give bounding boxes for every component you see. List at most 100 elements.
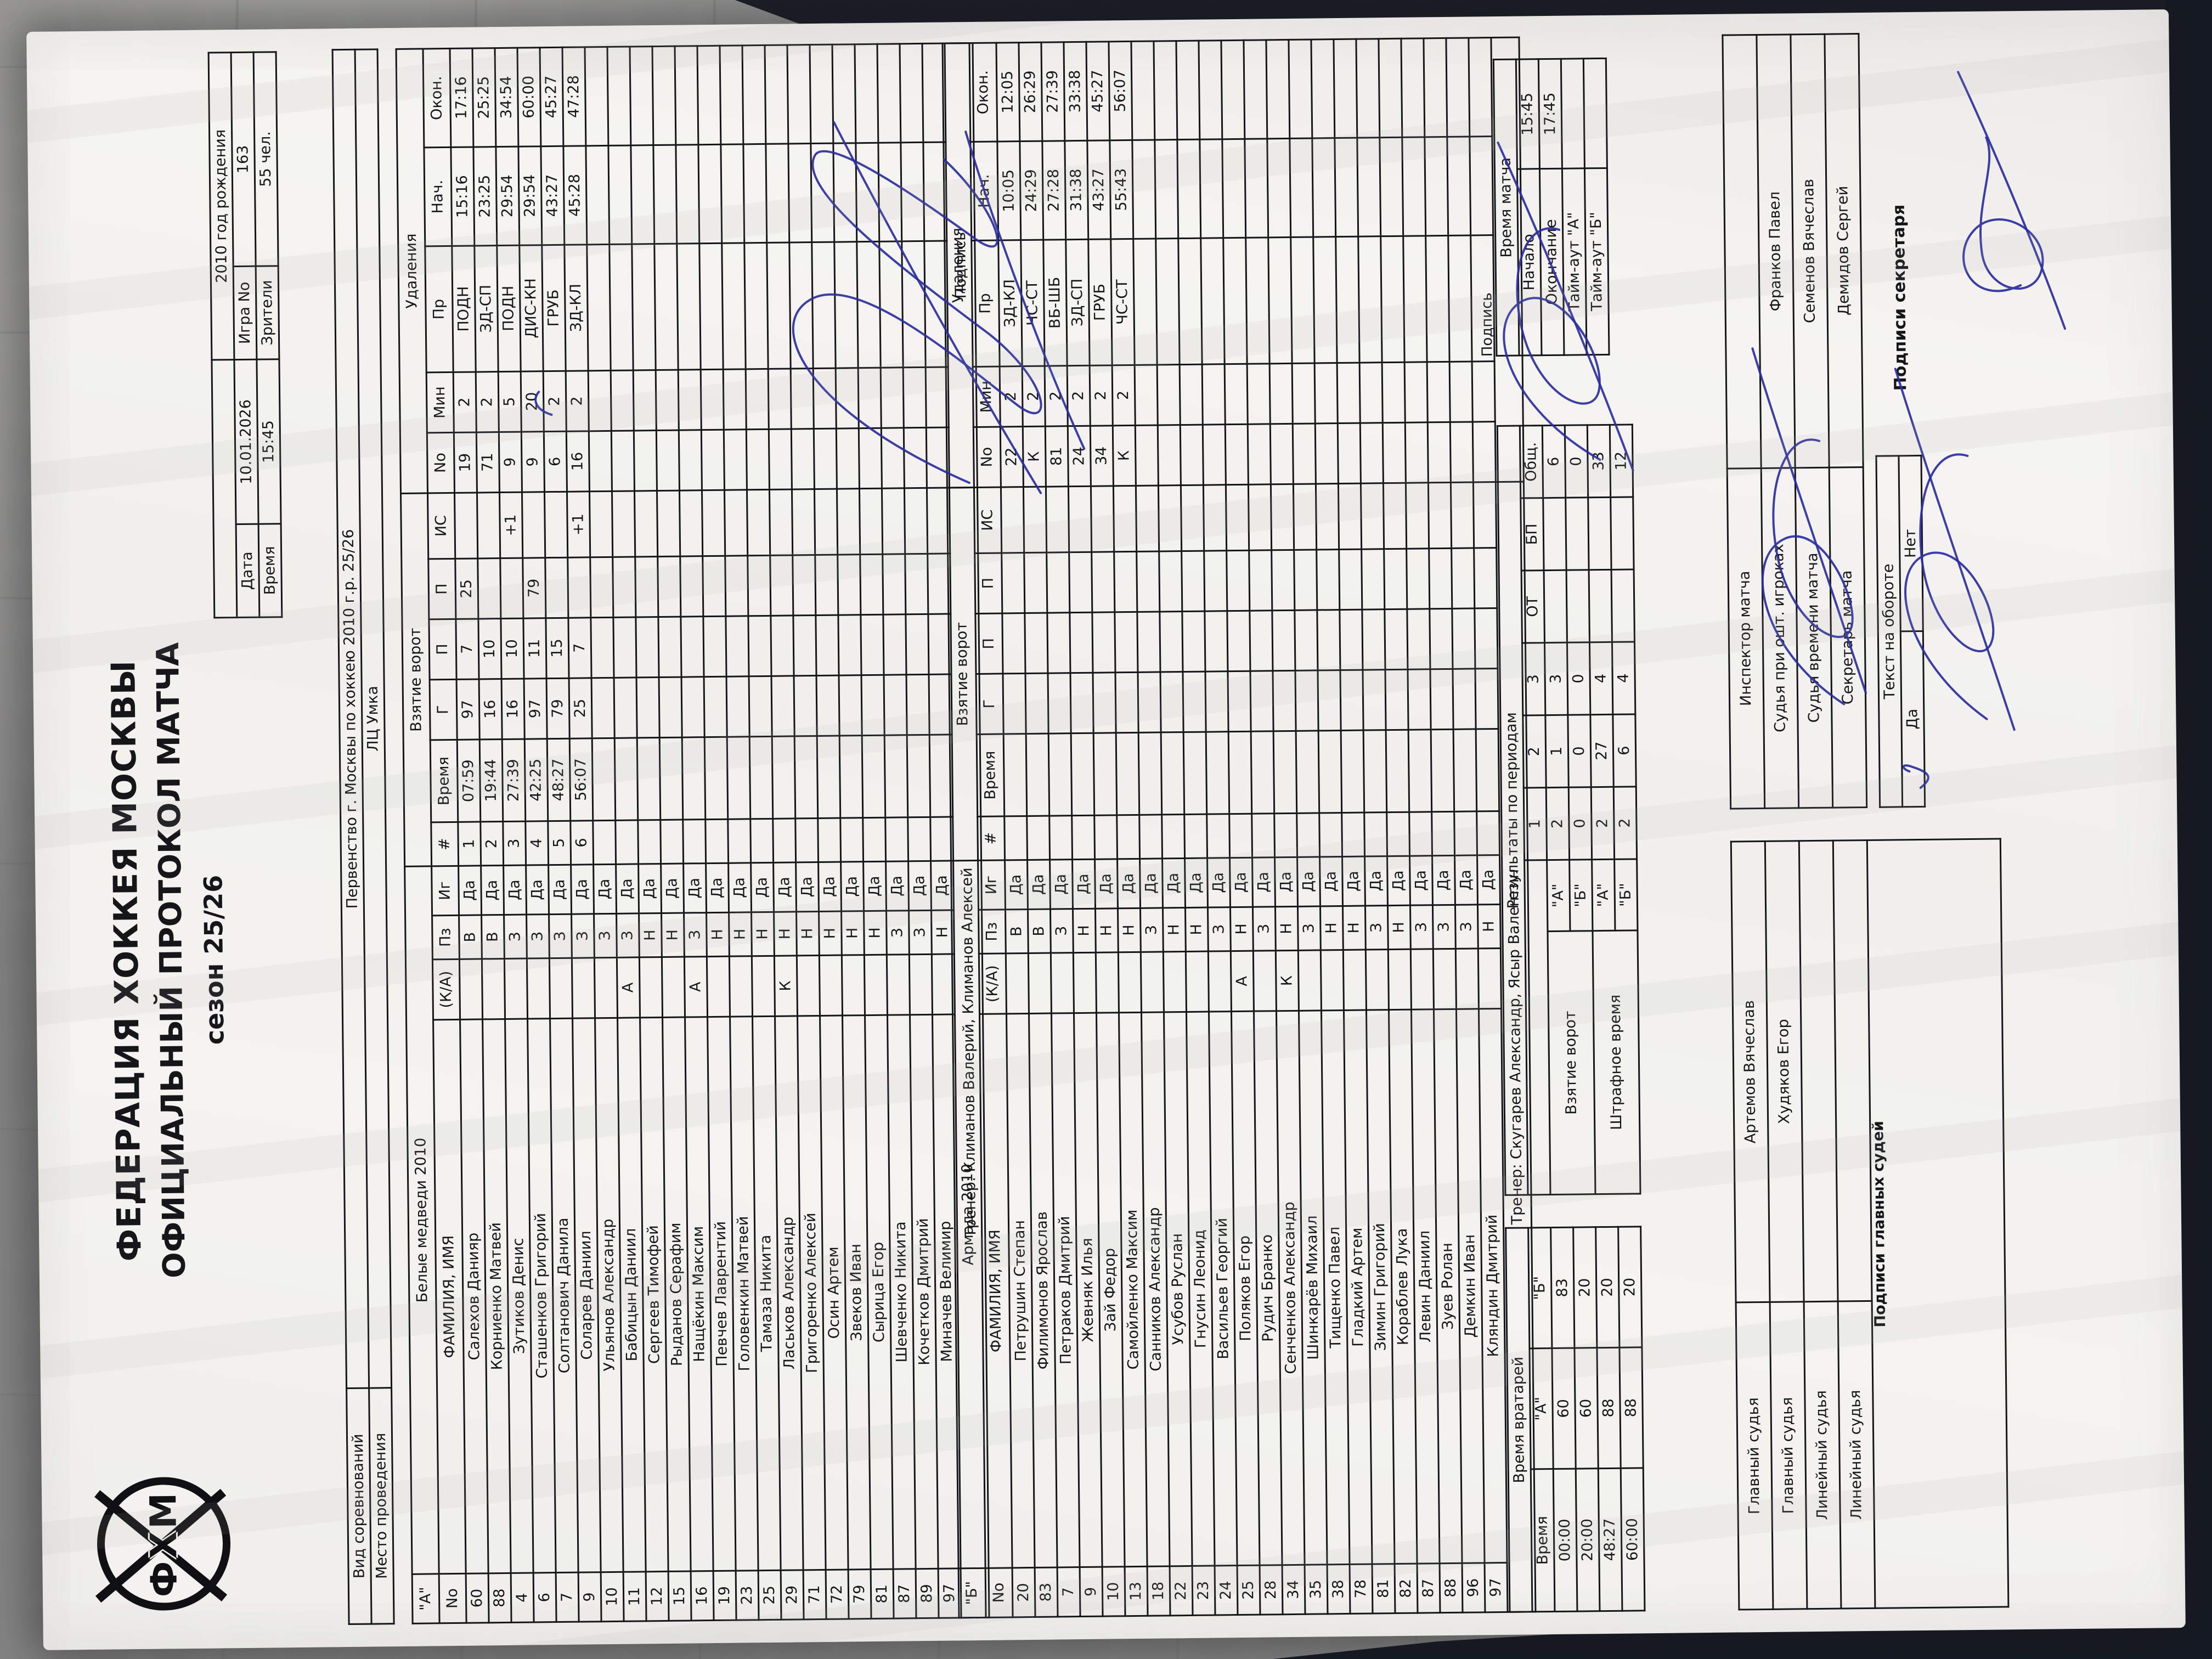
goal-time — [1228, 731, 1252, 814]
penalty-end: 25:25 — [472, 48, 496, 147]
goal-assist2 — [882, 554, 906, 615]
goal-scorer — [1048, 673, 1071, 734]
penalty-start — [675, 144, 699, 244]
player-played: Да — [1409, 855, 1433, 906]
player-played: Да — [751, 862, 774, 912]
player-position: В — [1028, 909, 1051, 953]
goal-assist1 — [883, 614, 907, 675]
penalty-minutes — [1269, 363, 1293, 424]
penalty-player: 9 — [499, 432, 522, 493]
goalie-time-row: 00:00 60 83 — [1550, 1227, 1577, 1612]
goal-number — [1341, 812, 1365, 857]
goal-scorer — [1452, 668, 1476, 730]
logo-text: ФХМ — [142, 1490, 186, 1598]
period-section-label: Взятие ворот — [1547, 930, 1596, 1195]
penalty-end — [585, 47, 608, 146]
penalty-code — [586, 244, 611, 371]
penalty-code — [631, 244, 656, 370]
player-number: 82 — [1395, 1564, 1418, 1613]
period-col-header: БП — [1520, 498, 1544, 571]
goalie-time-cell: 20 — [1595, 1227, 1620, 1348]
penalty-end — [1198, 40, 1222, 140]
player-captain-mark — [482, 958, 505, 1019]
goal-assist2 — [1474, 548, 1497, 608]
penalty-end — [1243, 40, 1267, 139]
goal-scorer — [1137, 672, 1161, 733]
player-played: Да — [458, 865, 482, 916]
goal-time: 42:25 — [524, 738, 548, 822]
penalty-minutes — [1314, 363, 1338, 424]
column-header: (К/А) — [432, 959, 460, 1020]
penalty-end — [1266, 40, 1290, 139]
goal-number: 4 — [525, 821, 549, 866]
penalty-code — [676, 243, 701, 370]
goal-time — [1026, 733, 1049, 816]
goal-assist2 — [1114, 551, 1137, 612]
goal-time — [592, 738, 616, 821]
goal-assist1 — [1002, 613, 1026, 674]
penalty-minutes — [1359, 362, 1383, 424]
penalty-end — [1423, 38, 1447, 137]
penalty-start — [1244, 138, 1268, 238]
goal-time — [907, 735, 930, 817]
goal-assist2 — [1226, 550, 1250, 611]
goal-assist2 — [1204, 550, 1227, 612]
player-captain-mark — [887, 954, 910, 1015]
player-number: 89 — [916, 1568, 939, 1618]
penalty-end — [652, 46, 676, 145]
goal-situation — [634, 490, 658, 557]
goal-scorer — [1272, 670, 1296, 731]
player-number: 22 — [1170, 1566, 1193, 1616]
goal-scorer — [726, 676, 750, 737]
penalty-code — [1178, 238, 1203, 365]
goal-situation: +1 — [567, 491, 590, 558]
goal-assist1 — [1272, 610, 1295, 671]
goal-time — [1093, 732, 1117, 816]
penalties-section-title: Удаления — [396, 48, 428, 494]
goal-assist1: 7 — [568, 617, 592, 679]
penalty-code — [1313, 236, 1338, 363]
player-played: Да — [593, 864, 617, 914]
column-header: П — [428, 619, 457, 680]
penalty-code: ЗД-СП — [474, 245, 499, 372]
goal-situation — [589, 491, 613, 557]
player-captain-mark — [1410, 949, 1434, 1010]
penalty-start — [1199, 139, 1223, 239]
player-number: 9 — [578, 1572, 602, 1622]
goal-assist2: 79 — [522, 557, 546, 619]
goal-assist2 — [1316, 549, 1340, 610]
goal-assist2 — [1271, 550, 1295, 611]
player-played: Да — [1319, 856, 1343, 906]
goalie-col-header: "Б" — [1528, 1227, 1552, 1348]
goal-number — [862, 817, 886, 862]
match-info-grid: 2010 год рождения Дата 10.01.2026 Игра N… — [208, 51, 283, 618]
player-position: Н — [864, 911, 887, 955]
player-number: 15 — [668, 1571, 692, 1621]
player-number: 23 — [1192, 1565, 1216, 1616]
signature-team-b — [1497, 141, 1634, 472]
goal-time — [1116, 732, 1139, 815]
player-position: З — [616, 913, 640, 958]
penalty-end — [1288, 39, 1312, 139]
player-captain-mark — [1253, 950, 1277, 1012]
player-played: Да — [1094, 859, 1118, 909]
period-value: 1 — [1545, 715, 1569, 788]
player-played: Да — [503, 865, 527, 915]
table-cell: Главный судья Артемов Вячеслав Главный суд… — [1730, 838, 2010, 1610]
goal-scorer — [1295, 670, 1319, 731]
penalty-code — [1403, 235, 1427, 363]
goalie-time-cell: 48:27 — [1598, 1468, 1622, 1611]
goal-number — [1319, 812, 1342, 857]
player-captain-mark — [1073, 952, 1097, 1013]
goal-assist1 — [1204, 611, 1228, 672]
player-number: 28 — [1260, 1565, 1283, 1615]
player-played: Да — [481, 865, 504, 915]
period-value — [1543, 498, 1567, 571]
player-number: 34 — [1282, 1565, 1305, 1615]
player-captain-mark — [1433, 949, 1457, 1009]
penalty-end — [1221, 40, 1245, 139]
goal-scorer — [636, 677, 660, 738]
goal-assist2 — [680, 556, 703, 617]
goal-time — [1408, 729, 1432, 812]
player-position: Н — [774, 911, 797, 956]
